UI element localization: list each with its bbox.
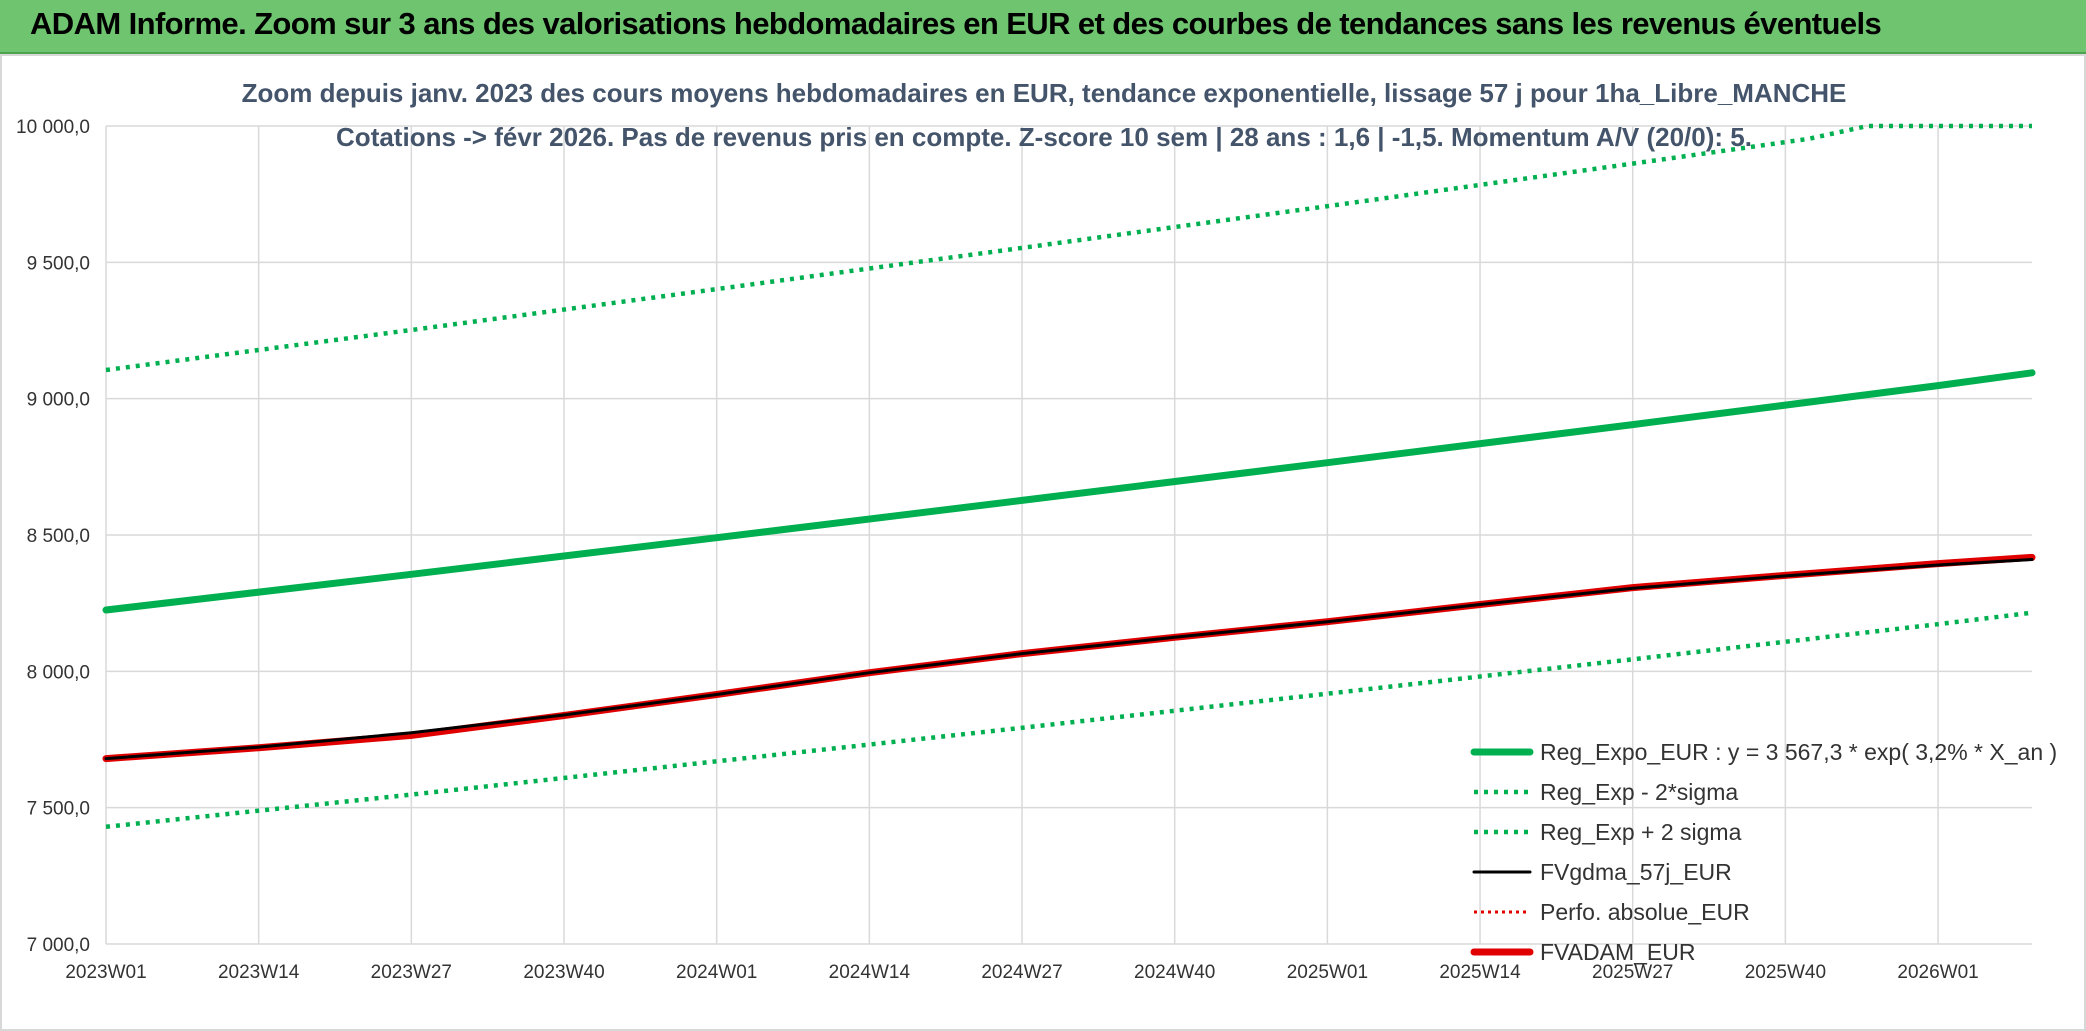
- x-tick-label: 2025W01: [1287, 962, 1368, 983]
- x-tick-label: 2026W01: [1897, 962, 1978, 983]
- legend-label: FVADAM_EUR: [1540, 939, 1696, 965]
- x-tick-label: 2025W40: [1745, 962, 1826, 983]
- report-title: ADAM Informe. Zoom sur 3 ans des valoris…: [30, 6, 1882, 41]
- legend-label: Reg_Exp - 2*sigma: [1540, 779, 1738, 805]
- chart-title-line-1: Zoom depuis janv. 2023 des cours moyens …: [242, 78, 1847, 108]
- legend: Reg_Expo_EUR : y = 3 567,3 * exp( 3,2% *…: [1470, 739, 2057, 965]
- series-line-2: [105, 123, 2032, 373]
- x-tick-label: 2024W27: [981, 962, 1062, 983]
- y-tick-label: 9 000,0: [27, 390, 90, 411]
- series-layer: [102, 123, 2036, 830]
- y-tick-label: 9 500,0: [27, 253, 90, 274]
- x-tick-label: 2023W14: [218, 962, 300, 983]
- x-tick-label: 2025W27: [1592, 962, 1673, 983]
- x-tick-label: 2025W14: [1439, 962, 1521, 983]
- report-banner: ADAM Informe. Zoom sur 3 ans des valoris…: [0, 0, 2086, 54]
- y-tick-label: 7 500,0: [27, 799, 90, 820]
- x-tick-label: 2024W01: [676, 962, 757, 983]
- x-tick-label: 2024W40: [1134, 962, 1215, 983]
- y-axis: 7 000,0 7 500,0 8 000,0 8 500,0 9 000,0 9 500…: [16, 117, 90, 956]
- chart: 7 000,0 7 500,0 8 000,0 8 500,0 9 000,0 9 500…: [16, 78, 2057, 983]
- legend-label: FVgdma_57j_EUR: [1540, 859, 1732, 885]
- x-axis: 2023W01 2023W14 2023W27 2023W40 2024W01 2024W…: [65, 962, 1978, 983]
- y-tick-label: 8 500,0: [27, 526, 90, 547]
- chart-frame: 7 000,0 7 500,0 8 000,0 8 500,0 9 000,0 9 500…: [0, 54, 2086, 1031]
- x-tick-label: 2023W40: [523, 962, 604, 983]
- grid: [105, 125, 2032, 945]
- x-tick-label: 2023W01: [65, 962, 146, 983]
- series-line-3: [104, 558, 2034, 761]
- legend-label: Reg_Exp + 2 sigma: [1540, 819, 1742, 845]
- y-tick-label: 8 000,0: [27, 662, 90, 683]
- series-line-1: [105, 610, 2033, 830]
- chart-title-line-2: Cotations -> févr 2026. Pas de revenus p…: [336, 122, 1752, 152]
- series-line-5: [102, 553, 2036, 763]
- legend-label: Perfo. absolue_EUR: [1540, 899, 1750, 925]
- legend-label: Reg_Expo_EUR : y = 3 567,3 * exp( 3,2% *…: [1540, 739, 2057, 765]
- x-tick-label: 2024W14: [829, 962, 911, 983]
- y-tick-label: 7 000,0: [27, 935, 90, 956]
- x-tick-label: 2023W27: [371, 962, 452, 983]
- y-tick-label: 10 000,0: [16, 117, 90, 138]
- series-line-0: [102, 369, 2036, 614]
